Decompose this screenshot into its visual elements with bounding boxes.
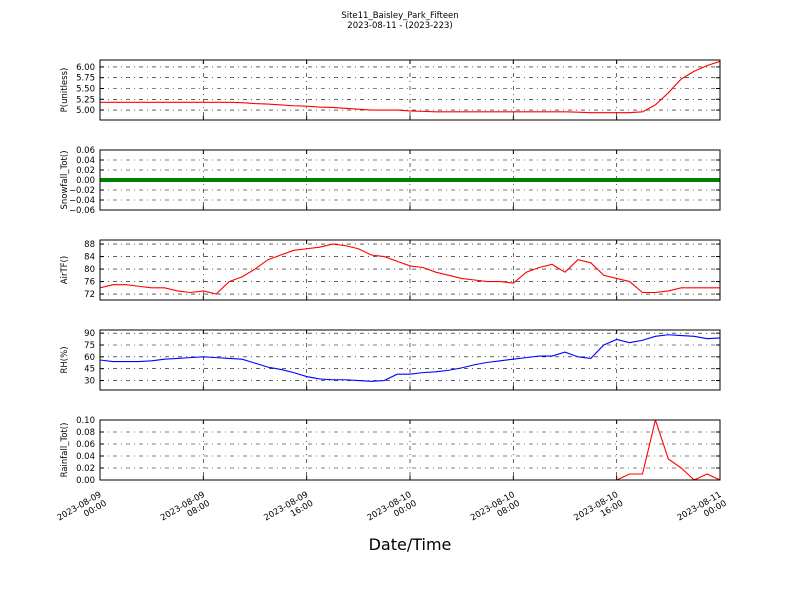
- x-tick-label: 2023-08-0916:00: [262, 490, 315, 532]
- y-tick-label: 75: [84, 341, 95, 351]
- y-tick-label: 5.75: [76, 74, 95, 84]
- data-line: [100, 243, 720, 295]
- y-tick-label: 84: [84, 253, 95, 263]
- y-tick-label: 0.08: [76, 428, 95, 438]
- y-tick-label: 5.25: [76, 95, 95, 105]
- y-axis-label: Snowfall_Tot(): [60, 150, 70, 209]
- y-tick-label: 88: [84, 240, 95, 250]
- x-tick-label: 2023-08-0908:00: [159, 490, 212, 532]
- x-tick-label: 2023-08-1100:00: [676, 490, 729, 532]
- y-tick-label: 0.00: [76, 476, 95, 486]
- data-line: [100, 60, 720, 114]
- x-tick-label: 2023-08-0900:00: [56, 490, 109, 532]
- y-tick-label: 60: [84, 353, 95, 363]
- y-tick-label: 0.02: [76, 464, 95, 474]
- data-line: [100, 334, 720, 382]
- y-tick-label: 76: [84, 278, 95, 288]
- y-tick-label: 5.00: [76, 106, 95, 116]
- plot-frame: [99, 149, 721, 211]
- y-tick-label: 0.04: [76, 156, 95, 166]
- plot-frame: [99, 239, 721, 301]
- plot-frame: [99, 419, 721, 481]
- x-axis-label: Date/Time: [369, 535, 452, 554]
- y-tick-label: −0.06: [69, 206, 95, 216]
- plot-frame: [99, 59, 721, 121]
- y-tick-label: 0.00: [76, 176, 95, 186]
- x-tick-label: 2023-08-1000:00: [366, 490, 419, 532]
- y-tick-label: −0.02: [69, 186, 95, 196]
- y-tick-label: 0.04: [76, 452, 95, 462]
- y-axis-label: Rainfall_Tot(): [60, 423, 70, 478]
- y-tick-label: 30: [84, 377, 95, 387]
- chart-subtitle: 2023-08-11 - (2023-223): [347, 21, 452, 31]
- y-tick-label: −0.04: [69, 196, 95, 206]
- y-tick-label: 72: [84, 290, 95, 300]
- y-axis-label: AirTF(): [60, 256, 70, 284]
- y-axis-label: RH(%): [60, 346, 70, 373]
- y-axis-label: P(unitless): [60, 68, 70, 113]
- y-tick-label: 6.00: [76, 63, 95, 73]
- y-tick-label: 0.10: [76, 416, 95, 426]
- y-tick-label: 0.06: [76, 440, 95, 450]
- y-tick-label: 90: [84, 329, 95, 339]
- plot-frame: [99, 329, 721, 391]
- chart-title: Site11_Baisley_Park_Fifteen: [341, 11, 458, 21]
- x-tick-label: 2023-08-1016:00: [572, 490, 625, 532]
- y-tick-label: 0.02: [76, 166, 95, 176]
- x-tick-label: 2023-08-1008:00: [469, 490, 522, 532]
- y-tick-label: 80: [84, 265, 95, 275]
- y-tick-label: 0.06: [76, 146, 95, 156]
- y-tick-label: 5.50: [76, 84, 95, 94]
- y-tick-label: 45: [84, 365, 95, 375]
